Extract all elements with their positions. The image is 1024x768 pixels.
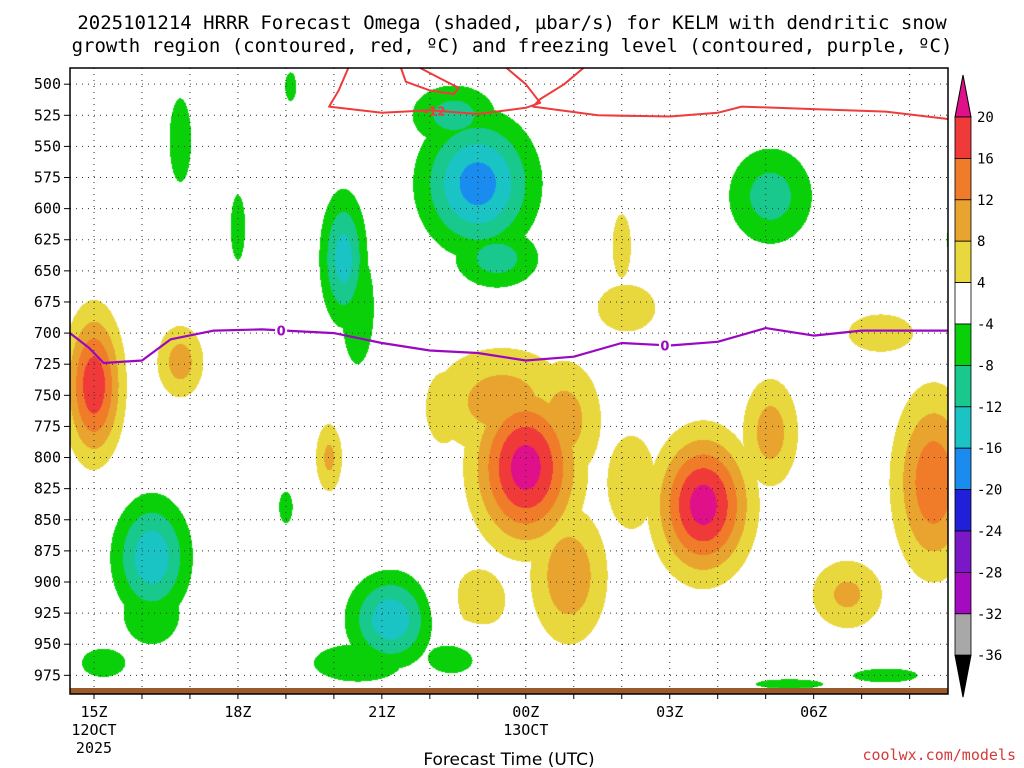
time-tick-label: 21Z <box>368 703 395 721</box>
colorbar-level-label: 16 <box>977 151 994 167</box>
colorbar-swatch <box>954 572 972 615</box>
freezing-label-background <box>658 337 671 353</box>
colorbar-swatch <box>954 406 972 449</box>
colorbar-top-arrow <box>954 74 972 118</box>
pressure-tick-label: 575 <box>34 169 61 187</box>
freezing-level-line <box>69 327 948 365</box>
date-tick-label: 12OCT <box>71 721 116 739</box>
colorbar-swatch <box>954 530 972 573</box>
freezing-label-background <box>275 322 288 338</box>
pressure-tick-label: 875 <box>34 542 61 560</box>
freezing-level-label: 0 <box>660 339 669 354</box>
time-tick-label: 06Z <box>800 703 827 721</box>
dgz-contour-line <box>328 67 542 115</box>
pressure-tick-label: 650 <box>34 262 61 280</box>
freezing-level-label: 0 <box>277 324 286 339</box>
grid-lines <box>70 68 948 694</box>
colorbar-bottom-arrow <box>954 654 972 698</box>
colorbar-swatch <box>954 116 972 159</box>
colorbar-level-label: -24 <box>977 524 1002 540</box>
pressure-tick-label: 700 <box>34 324 61 342</box>
pressure-tick-label: 550 <box>34 137 61 155</box>
date-tick-label: 13OCT <box>503 721 548 739</box>
colorbar-swatch <box>954 613 972 656</box>
time-tick-label: 00Z <box>512 703 539 721</box>
colorbar-swatch <box>954 240 972 283</box>
site-credit: coolwx.com/models <box>862 746 1016 764</box>
colorbar-level-label: 12 <box>977 193 994 209</box>
pressure-tick-label: 900 <box>34 573 61 591</box>
colorbar-level-label: -32 <box>977 607 1002 623</box>
pressure-tick-label: 675 <box>34 293 61 311</box>
pressure-tick-label: 775 <box>34 417 61 435</box>
pressure-tick-label: 825 <box>34 480 61 498</box>
colorbar-level-label: -4 <box>977 317 994 333</box>
colorbar-swatch <box>954 489 972 532</box>
pressure-tick-label: 975 <box>34 666 61 684</box>
colorbar-level-label: -12 <box>977 400 1002 416</box>
time-tick-label: 03Z <box>656 703 683 721</box>
pressure-tick-label: 850 <box>34 511 61 529</box>
colorbar-level-label: -8 <box>977 358 994 374</box>
dendritic-growth-contours: -12 <box>328 67 949 120</box>
chart-title-line1: 2025101214 HRRR Forecast Omega (shaded, … <box>77 12 947 34</box>
ground-strip <box>70 688 948 694</box>
pressure-tick-label: 600 <box>34 200 61 218</box>
time-tick-label: 15Z <box>80 703 107 721</box>
pressure-tick-label: 925 <box>34 604 61 622</box>
x-axis-label: Forecast Time (UTC) <box>423 750 594 768</box>
colorbar-level-label: 20 <box>977 110 994 126</box>
pressure-tick-label: 725 <box>34 355 61 373</box>
dgz-contour-line <box>532 67 949 120</box>
pressure-tick-label: 625 <box>34 231 61 249</box>
colorbar-level-label: 4 <box>977 276 985 292</box>
colorbar-level-label: -20 <box>977 483 1002 499</box>
colorbar-level-label: -16 <box>977 441 1002 457</box>
colorbar-swatch <box>954 157 972 201</box>
pressure-tick-label: 950 <box>34 635 61 653</box>
colorbar-swatch <box>954 323 972 366</box>
chart-title-line2: growth region (contoured, red, ºC) and f… <box>72 35 953 57</box>
pressure-axis: 500 525 550 575 600 625 650 675 700 725 750 775 800 8… <box>34 75 70 684</box>
pressure-tick-label: 500 <box>34 75 61 93</box>
colorbar-swatch <box>954 364 972 408</box>
colorbar-level-label: -36 <box>977 648 1002 664</box>
omega-colorbar: 20 16 12 8 4 -4 -8 -12 -16 -20 -24 -28 -32 -36 <box>954 74 1002 698</box>
pressure-tick-label: 800 <box>34 449 61 467</box>
dgz-contour-line <box>400 67 460 96</box>
colorbar-level-label: -28 <box>977 565 1002 581</box>
year-tick-label: 2025 <box>76 739 112 757</box>
freezing-level-contour: 00 <box>69 322 948 365</box>
time-tick-label: 18Z <box>224 703 251 721</box>
colorbar-swatch <box>954 447 972 491</box>
colorbar-swatch <box>954 282 972 325</box>
plot-area: -12 00 <box>69 67 949 695</box>
plot-frame <box>69 67 949 695</box>
dgz-contour-label: -12 <box>424 104 446 118</box>
colorbar-swatch <box>954 199 972 242</box>
omega-shaded-field <box>70 68 948 694</box>
pressure-tick-label: 750 <box>34 386 61 404</box>
pressure-tick-label: 525 <box>34 106 61 124</box>
colorbar-level-label: 8 <box>977 234 985 250</box>
